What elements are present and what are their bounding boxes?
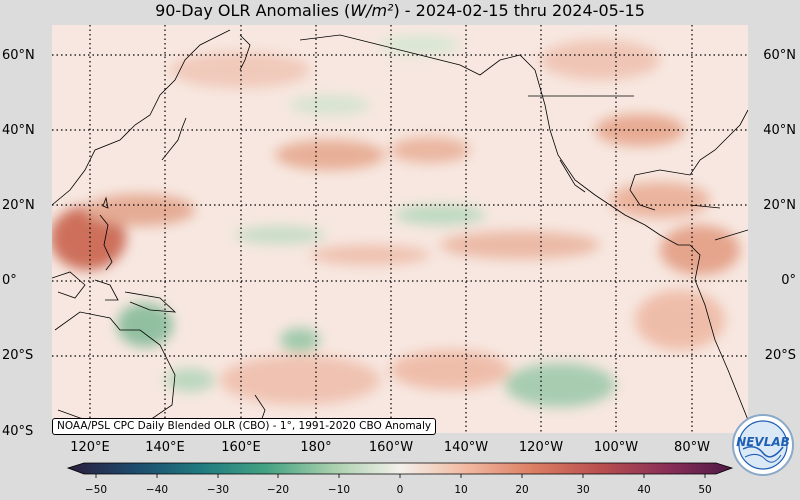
graticule — [52, 25, 748, 433]
colorbar-tick-label: 10 — [454, 484, 468, 496]
logo-text: NEVLAB — [736, 435, 790, 449]
data-source-note: NOAA/PSL CPC Daily Blended OLR (CBO) - 1… — [52, 418, 437, 435]
lat-label-right: 20°S — [764, 348, 796, 363]
colorbar-tick-label: −50 — [84, 484, 108, 496]
colorbar-tick-label: −10 — [327, 484, 351, 496]
nevlab-logo: NEVLAB — [731, 413, 795, 477]
map-title: 90-Day OLR Anomalies (W/m²) - 2024-02-15… — [0, 0, 800, 22]
lon-label: 140°E — [145, 440, 185, 455]
colorbar-tick-label: 30 — [576, 484, 590, 496]
title-prefix: 90-Day OLR Anomalies ( — [155, 1, 351, 20]
colorbar-tick-label: −40 — [145, 484, 169, 496]
lat-label-left: 20°N — [2, 198, 35, 213]
lon-label: 100°W — [593, 440, 639, 455]
lon-label: 120°E — [70, 440, 110, 455]
title-unit: W/m² — [350, 1, 394, 20]
colorbar-tick-label: −30 — [206, 484, 230, 496]
lat-label-right: 20°N — [763, 198, 796, 213]
colorbar-tick-label: 0 — [396, 484, 404, 496]
colorbar-tick-label: 20 — [515, 484, 529, 496]
lat-label-right: 0° — [781, 273, 796, 288]
colorbar-tick-label: 40 — [637, 484, 651, 496]
lat-label-left: 20°S — [2, 348, 34, 363]
colorbar-tick-label: 50 — [698, 484, 712, 496]
lon-label: 160°W — [368, 440, 414, 455]
lat-label-right: 60°N — [763, 48, 796, 63]
lat-label-left: 40°N — [2, 123, 35, 138]
lon-label: 180° — [300, 440, 332, 455]
globe-icon — [732, 414, 794, 476]
lon-label: 140°W — [443, 440, 489, 455]
lon-label: 120°W — [518, 440, 564, 455]
lat-label-left: 40°S — [2, 424, 34, 439]
lat-label-left: 0° — [2, 273, 17, 288]
title-suffix: ) - 2024-02-15 thru 2024-05-15 — [393, 1, 645, 20]
lat-label-right: 40°N — [763, 123, 796, 138]
lon-label: 80°W — [674, 440, 710, 455]
colorbar — [66, 462, 734, 478]
lat-label-left: 60°N — [2, 48, 35, 63]
lon-label: 160°E — [221, 440, 261, 455]
anomaly-field — [52, 25, 748, 433]
colorbar-tick-label: −20 — [266, 484, 290, 496]
